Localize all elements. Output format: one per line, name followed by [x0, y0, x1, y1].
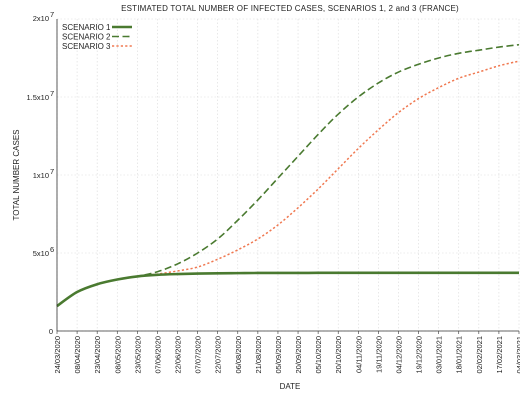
- legend-label-3: SCENARIO 3: [62, 42, 111, 51]
- x-tick-label: 07/07/2020: [194, 336, 203, 374]
- x-tick-label: 22/06/2020: [174, 336, 183, 374]
- x-tick-label: 23/05/2020: [133, 336, 142, 374]
- chart-title: ESTIMATED TOTAL NUMBER OF INFECTED CASES…: [121, 4, 459, 13]
- x-tick-label: 17/02/2021: [495, 336, 504, 374]
- x-tick-label: 21/08/2020: [254, 336, 263, 374]
- x-tick-label: 24/03/2020: [53, 336, 62, 374]
- x-tick-label: 08/05/2020: [113, 336, 122, 374]
- axes: [56, 19, 519, 332]
- x-tick-label: 04/11/2020: [354, 336, 363, 373]
- series-line-1: [56, 271, 519, 308]
- y-tick-label: 5x10: [33, 249, 49, 258]
- x-tick-label: 02/02/2021: [475, 336, 484, 374]
- series-line-3: [56, 60, 520, 307]
- y-tick-exponent: 7: [50, 10, 54, 19]
- y-tick-exponent: 7: [50, 167, 54, 176]
- y-tick-label: 1.5x10: [26, 93, 49, 102]
- x-tick-label: 08/04/2020: [73, 336, 82, 374]
- y-tick-exponent: 6: [50, 245, 54, 254]
- x-tick-label: 20/10/2020: [334, 336, 343, 374]
- x-ticks: 24/03/2020 08/04/2020 23/04/2020 08/05/2020…: [53, 331, 520, 374]
- x-tick-label: 22/07/2020: [214, 336, 223, 374]
- y-tick-exponent: 7: [50, 89, 54, 98]
- x-tick-label: 05/10/2020: [314, 336, 323, 374]
- x-tick-label: 06/08/2020: [234, 336, 243, 374]
- y-axis-label: TOTAL NUMBER CASES: [12, 130, 21, 221]
- x-tick-label: 23/04/2020: [93, 336, 102, 374]
- x-tick-label: 18/01/2021: [455, 336, 464, 374]
- x-tick-label: 19/12/2020: [415, 336, 424, 374]
- x-tick-label: 04/03/2021: [515, 336, 520, 374]
- x-tick-label: 03/01/2021: [435, 336, 444, 374]
- series-layer: [56, 43, 520, 308]
- y-tick-label: 2x10: [33, 14, 49, 23]
- x-tick-label: 05/09/2020: [274, 336, 283, 374]
- x-tick-label: 20/09/2020: [294, 336, 303, 374]
- x-tick-label: 04/12/2020: [394, 336, 403, 374]
- grid: [56, 18, 520, 332]
- legend-label-1: SCENARIO 1: [62, 23, 111, 32]
- x-tick-label: 19/11/2020: [374, 336, 383, 373]
- y-tick-label: 0: [49, 327, 53, 336]
- x-axis-label: DATE: [280, 382, 301, 391]
- series-line-2: [56, 43, 520, 307]
- legend-label-2: SCENARIO 2: [62, 33, 111, 42]
- x-tick-label: 07/06/2020: [153, 336, 162, 374]
- y-tick-label: 1x10: [33, 171, 49, 180]
